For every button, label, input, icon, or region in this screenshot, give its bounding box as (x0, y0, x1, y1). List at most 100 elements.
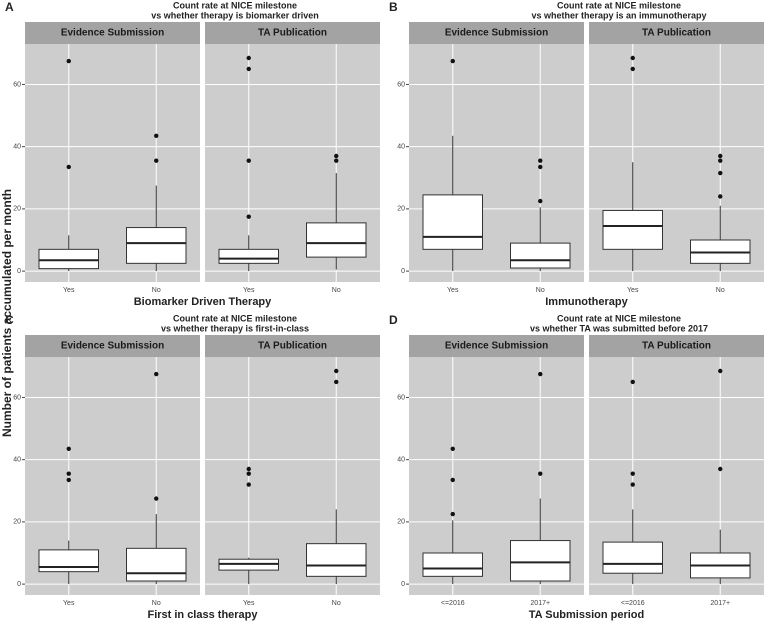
box (218, 248, 279, 264)
outlier (630, 55, 635, 61)
outlier (334, 379, 339, 385)
x-tick-label: 2017+ (530, 600, 550, 607)
outlier (450, 477, 455, 483)
x-tick-label: No (716, 287, 725, 294)
outlier (334, 158, 339, 163)
box (422, 552, 483, 577)
outlier (246, 55, 251, 61)
y-tick-label: 0 (401, 268, 405, 275)
box (126, 227, 187, 264)
outlier (718, 170, 723, 176)
y-tick-label: 60 (397, 81, 405, 88)
outlier (450, 446, 455, 451)
outlier (538, 471, 543, 476)
x-tick-label: No (536, 287, 545, 294)
y-tick-label: 40 (397, 144, 405, 151)
x-tick-label: 2017+ (710, 600, 730, 607)
y-tick-label: 20 (13, 206, 21, 213)
facet-strip (25, 335, 200, 357)
outlier (718, 194, 723, 199)
outlier (538, 164, 543, 170)
outlier (246, 482, 251, 487)
box (306, 222, 367, 258)
facet-strip (25, 22, 200, 44)
outlier (246, 466, 251, 472)
panel-label: B (389, 0, 398, 14)
outlier (154, 158, 159, 163)
outlier (538, 158, 543, 163)
chart-title: vs whether therapy is an immunotherapy (531, 10, 706, 20)
facet-strip (205, 335, 380, 357)
outlier (154, 496, 159, 501)
panel-label: A (5, 0, 14, 14)
y-tick-label: 40 (13, 144, 21, 151)
facet-title: TA Publication (642, 341, 711, 352)
outlier (630, 471, 635, 476)
chart-title: Count rate at NICE milestone (557, 0, 681, 10)
x-tick-label: Yes (243, 287, 255, 294)
facet-strip (409, 335, 584, 357)
panel-label: D (389, 313, 398, 327)
outlier (630, 379, 635, 385)
facet-title: Evidence Submission (445, 28, 548, 39)
facet-strip (205, 22, 380, 44)
y-tick-label: 60 (13, 81, 21, 88)
facet-title: TA Publication (258, 341, 327, 352)
outlier (450, 58, 455, 64)
x-tick-label: <=2016 (621, 600, 645, 607)
y-tick-label: 0 (17, 268, 21, 275)
outlier (246, 214, 251, 219)
outlier (718, 153, 723, 159)
box (510, 242, 571, 269)
outlier (718, 158, 723, 163)
panel-label: C (5, 313, 14, 327)
chart-title: Count rate at NICE milestone (557, 313, 681, 323)
y-tick-label: 40 (397, 457, 405, 464)
outlier (246, 66, 251, 72)
y-axis-title: Number of patients accumulated per month (0, 189, 14, 437)
chart-title: Count rate at NICE milestone (173, 313, 297, 323)
chart-title: vs whether therapy is biomarker driven (151, 10, 319, 20)
facet-strip (409, 22, 584, 44)
chart-title: vs whether therapy is first-in-class (161, 323, 309, 333)
x-tick-label: No (152, 600, 161, 607)
x-axis-title: TA Submission period (529, 609, 645, 621)
outlier (154, 133, 159, 138)
outlier (718, 368, 723, 374)
chart-title: vs whether TA was submitted before 2017 (530, 323, 708, 333)
x-axis-title: First in class therapy (147, 609, 258, 621)
y-tick-label: 60 (397, 394, 405, 401)
x-tick-label: No (152, 287, 161, 294)
facet-strip (589, 335, 764, 357)
outlier (66, 446, 71, 451)
x-axis-title: Immunotherapy (545, 296, 628, 308)
x-tick-label: Yes (627, 287, 639, 294)
outlier (334, 153, 339, 159)
x-tick-label: Yes (63, 600, 75, 607)
outlier (538, 198, 543, 204)
outlier (538, 371, 543, 377)
facet-title: Evidence Submission (61, 28, 164, 39)
outlier (66, 477, 71, 483)
box (38, 248, 99, 270)
y-tick-label: 60 (13, 394, 21, 401)
box (38, 549, 99, 573)
y-tick-label: 0 (401, 581, 405, 588)
outlier (66, 164, 71, 170)
facet-title: TA Publication (258, 28, 327, 39)
y-tick-label: 20 (397, 206, 405, 213)
box (306, 543, 367, 577)
outlier (630, 482, 635, 487)
outlier (246, 158, 251, 163)
facet-title: TA Publication (642, 28, 711, 39)
facet-strip (589, 22, 764, 44)
x-axis-title: Biomarker Driven Therapy (134, 296, 272, 308)
facet-title: Evidence Submission (445, 341, 548, 352)
x-tick-label: <=2016 (441, 600, 465, 607)
box (422, 194, 483, 250)
box (126, 547, 187, 582)
box (602, 541, 663, 574)
box (602, 209, 663, 250)
facet-title: Evidence Submission (61, 341, 164, 352)
